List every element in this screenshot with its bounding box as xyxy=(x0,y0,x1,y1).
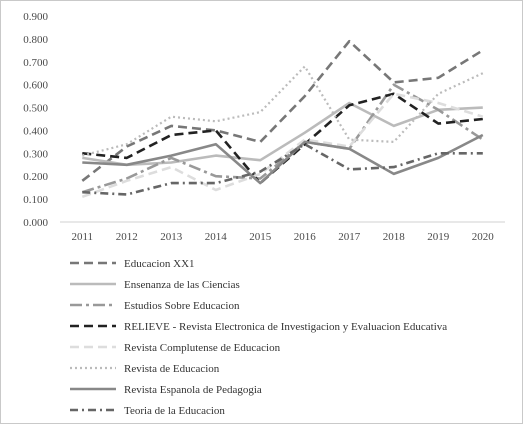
y-tick-label: 0.800 xyxy=(23,34,48,46)
x-tick-label: 2018 xyxy=(383,231,406,243)
y-tick-label: 0.000 xyxy=(23,217,48,229)
x-tick-label: 2015 xyxy=(249,231,272,243)
y-tick-label: 0.200 xyxy=(23,171,48,183)
x-tick-label: 2020 xyxy=(472,231,495,243)
x-tick-label: 2011 xyxy=(71,231,93,243)
legend: Educacion XX1 Ensenanza de las Ciencias Es… xyxy=(70,258,447,417)
legend-label: Educacion XX1 xyxy=(124,258,195,270)
y-tick-label: 0.100 xyxy=(23,194,48,206)
series-line xyxy=(82,133,484,185)
y-tick-label: 0.300 xyxy=(23,148,48,160)
y-tick-label: 0.400 xyxy=(23,125,48,137)
legend-label: Revista Complutense de Educacion xyxy=(124,342,281,354)
series-lines xyxy=(81,39,484,199)
series-line xyxy=(82,142,483,196)
x-tick-label: 2012 xyxy=(116,231,138,243)
series-line xyxy=(81,92,484,199)
x-axis-tick-labels: 2011 2012 2013 2014 2015 2016 2017 2018 2019 2020 xyxy=(71,231,494,243)
legend-label: Revista de Educacion xyxy=(124,363,220,375)
y-tick-label: 0.900 xyxy=(23,11,48,23)
y-tick-label: 0.700 xyxy=(23,57,48,69)
legend-label: RELIEVE - Revista Electronica de Investi… xyxy=(124,321,447,333)
y-axis-tick-labels: 0.000 0.100 0.200 0.300 0.400 0.500 0.600 0.700… xyxy=(23,11,48,229)
x-tick-label: 2014 xyxy=(205,231,228,243)
x-tick-label: 2019 xyxy=(427,231,450,243)
y-tick-label: 0.500 xyxy=(23,103,48,115)
series-line xyxy=(81,39,484,182)
series-line xyxy=(82,65,484,157)
x-tick-label: 2013 xyxy=(160,231,183,243)
legend-label: Teoria de la Educacion xyxy=(124,405,225,417)
y-tick-label: 0.600 xyxy=(23,80,48,92)
legend-label: Revista Espanola de Pedagogia xyxy=(124,384,262,396)
legend-label: Estudios Sobre Educacion xyxy=(124,300,240,312)
x-tick-label: 2016 xyxy=(294,231,317,243)
legend-label: Ensenanza de las Ciencias xyxy=(124,279,240,291)
x-tick-label: 2017 xyxy=(338,231,361,243)
